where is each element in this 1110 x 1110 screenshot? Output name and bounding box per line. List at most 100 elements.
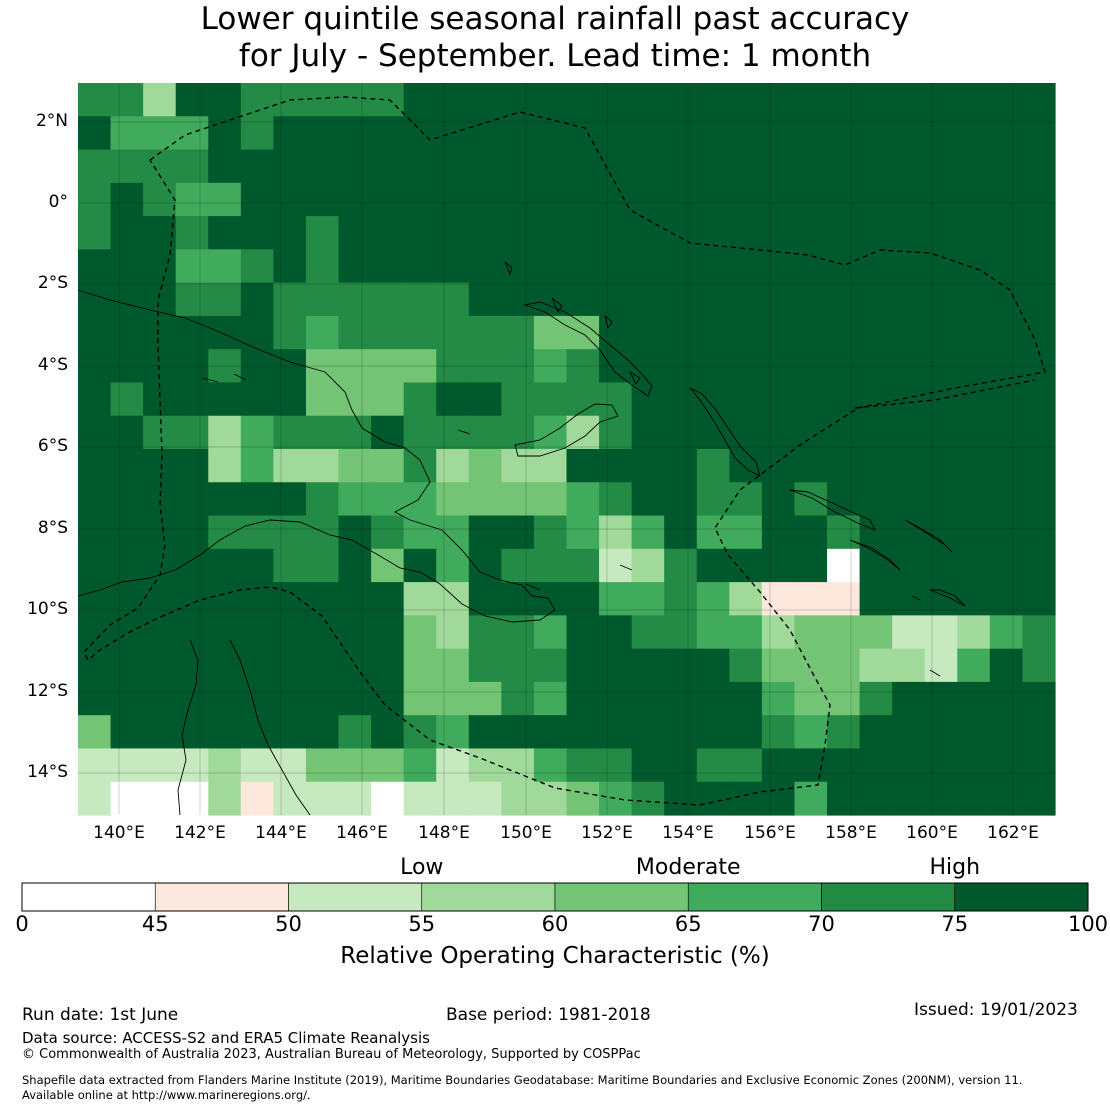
grid-cell xyxy=(240,216,274,250)
grid-cell xyxy=(696,548,730,583)
grid-cell xyxy=(827,149,861,184)
grid-cell xyxy=(305,83,340,117)
grid-cell xyxy=(240,182,274,217)
grid-cell xyxy=(240,715,274,750)
grid-cell xyxy=(468,648,502,683)
grid-cell xyxy=(827,615,861,650)
grid-cell xyxy=(664,681,698,716)
grid-cell xyxy=(371,149,405,184)
grid-cell xyxy=(338,681,372,716)
grid-cell xyxy=(729,715,763,750)
grid-cell xyxy=(827,282,861,317)
grid-cell xyxy=(78,116,112,151)
grid-cell xyxy=(729,781,763,816)
grid-cell xyxy=(794,681,828,716)
grid-cell xyxy=(78,548,112,583)
colorbar-segment xyxy=(687,882,822,912)
grid-cell xyxy=(827,116,861,151)
grid-cell xyxy=(208,615,242,650)
grid-cell xyxy=(371,382,405,417)
grid-cell xyxy=(110,83,144,117)
colorbar-category-label: Low xyxy=(400,855,444,880)
grid-cell xyxy=(208,515,242,550)
grid-cell xyxy=(696,449,730,483)
grid-cell xyxy=(436,249,470,284)
grid-cell xyxy=(957,382,991,417)
grid-cell xyxy=(761,748,796,783)
grid-cell xyxy=(175,216,209,250)
grid-cell xyxy=(696,182,730,217)
grid-cell xyxy=(599,482,633,517)
grid-cell xyxy=(729,149,763,184)
data-source: Data source: ACCESS-S2 and ERA5 Climate … xyxy=(22,1029,430,1047)
grid-cell xyxy=(1022,216,1056,250)
longitude-label: 152°E xyxy=(581,823,633,843)
latitude-label: 12°S xyxy=(27,681,68,701)
grid-cell xyxy=(403,216,437,250)
grid-cell xyxy=(305,249,340,284)
grid-cell xyxy=(892,748,926,783)
grid-cell xyxy=(273,382,307,417)
grid-cell xyxy=(338,216,372,250)
grid-cell xyxy=(794,615,828,650)
grid-cell xyxy=(371,715,405,750)
grid-cell xyxy=(761,582,796,616)
grid-cell xyxy=(338,415,372,450)
grid-cell xyxy=(273,648,307,683)
grid-cell xyxy=(436,449,470,483)
grid-cell xyxy=(696,216,730,250)
grid-cell xyxy=(664,415,698,450)
longitude-label: 154°E xyxy=(662,823,714,843)
grid-cell xyxy=(468,615,502,650)
grid-cell xyxy=(240,315,274,350)
grid-cell xyxy=(371,315,405,350)
map-title-line-1: Lower quintile seasonal rainfall past ac… xyxy=(200,1,910,37)
grid-cell xyxy=(794,515,828,550)
grid-cell xyxy=(501,781,535,816)
grid-cell xyxy=(664,315,698,350)
grid-cell xyxy=(1022,415,1056,450)
grid-cell xyxy=(143,681,177,716)
grid-cell xyxy=(664,182,698,217)
grid-cell xyxy=(859,149,893,184)
grid-cell xyxy=(729,349,763,384)
grid-cell xyxy=(143,149,177,184)
grid-cell xyxy=(631,182,665,217)
grid-cell xyxy=(436,748,470,783)
grid-cell xyxy=(273,748,307,783)
grid-cell xyxy=(338,116,372,151)
grid-cell xyxy=(305,315,340,350)
grid-cell xyxy=(761,249,796,284)
grid-cell xyxy=(1022,449,1056,483)
grid-cell xyxy=(957,249,991,284)
grid-cell xyxy=(1022,182,1056,217)
grid-cell xyxy=(729,548,763,583)
grid-cell xyxy=(827,781,861,816)
grid-cell xyxy=(240,582,274,616)
grid-cell xyxy=(338,83,372,117)
grid-cell xyxy=(957,83,991,117)
grid-cell xyxy=(273,116,307,151)
grid-cell xyxy=(533,83,568,117)
grid-cell xyxy=(761,315,796,350)
grid-cell xyxy=(175,748,209,783)
grid-cell xyxy=(794,282,828,317)
grid-cell xyxy=(110,681,144,716)
grid-cell xyxy=(1022,116,1056,151)
grid-cell xyxy=(110,149,144,184)
grid-cell xyxy=(371,681,405,716)
grid-cell xyxy=(436,648,470,683)
grid-cell xyxy=(924,715,958,750)
longitude-label: 158°E xyxy=(825,823,877,843)
grid-cell xyxy=(403,582,437,616)
grid-cell xyxy=(240,349,274,384)
grid-cell xyxy=(794,116,828,151)
grid-cell xyxy=(989,182,1024,217)
grid-cell xyxy=(859,781,893,816)
grid-cell xyxy=(859,715,893,750)
grid-cell xyxy=(566,216,600,250)
grid-cell xyxy=(403,382,437,417)
grid-cell xyxy=(338,382,372,417)
grid-cell xyxy=(859,382,893,417)
grid-cell xyxy=(403,515,437,550)
